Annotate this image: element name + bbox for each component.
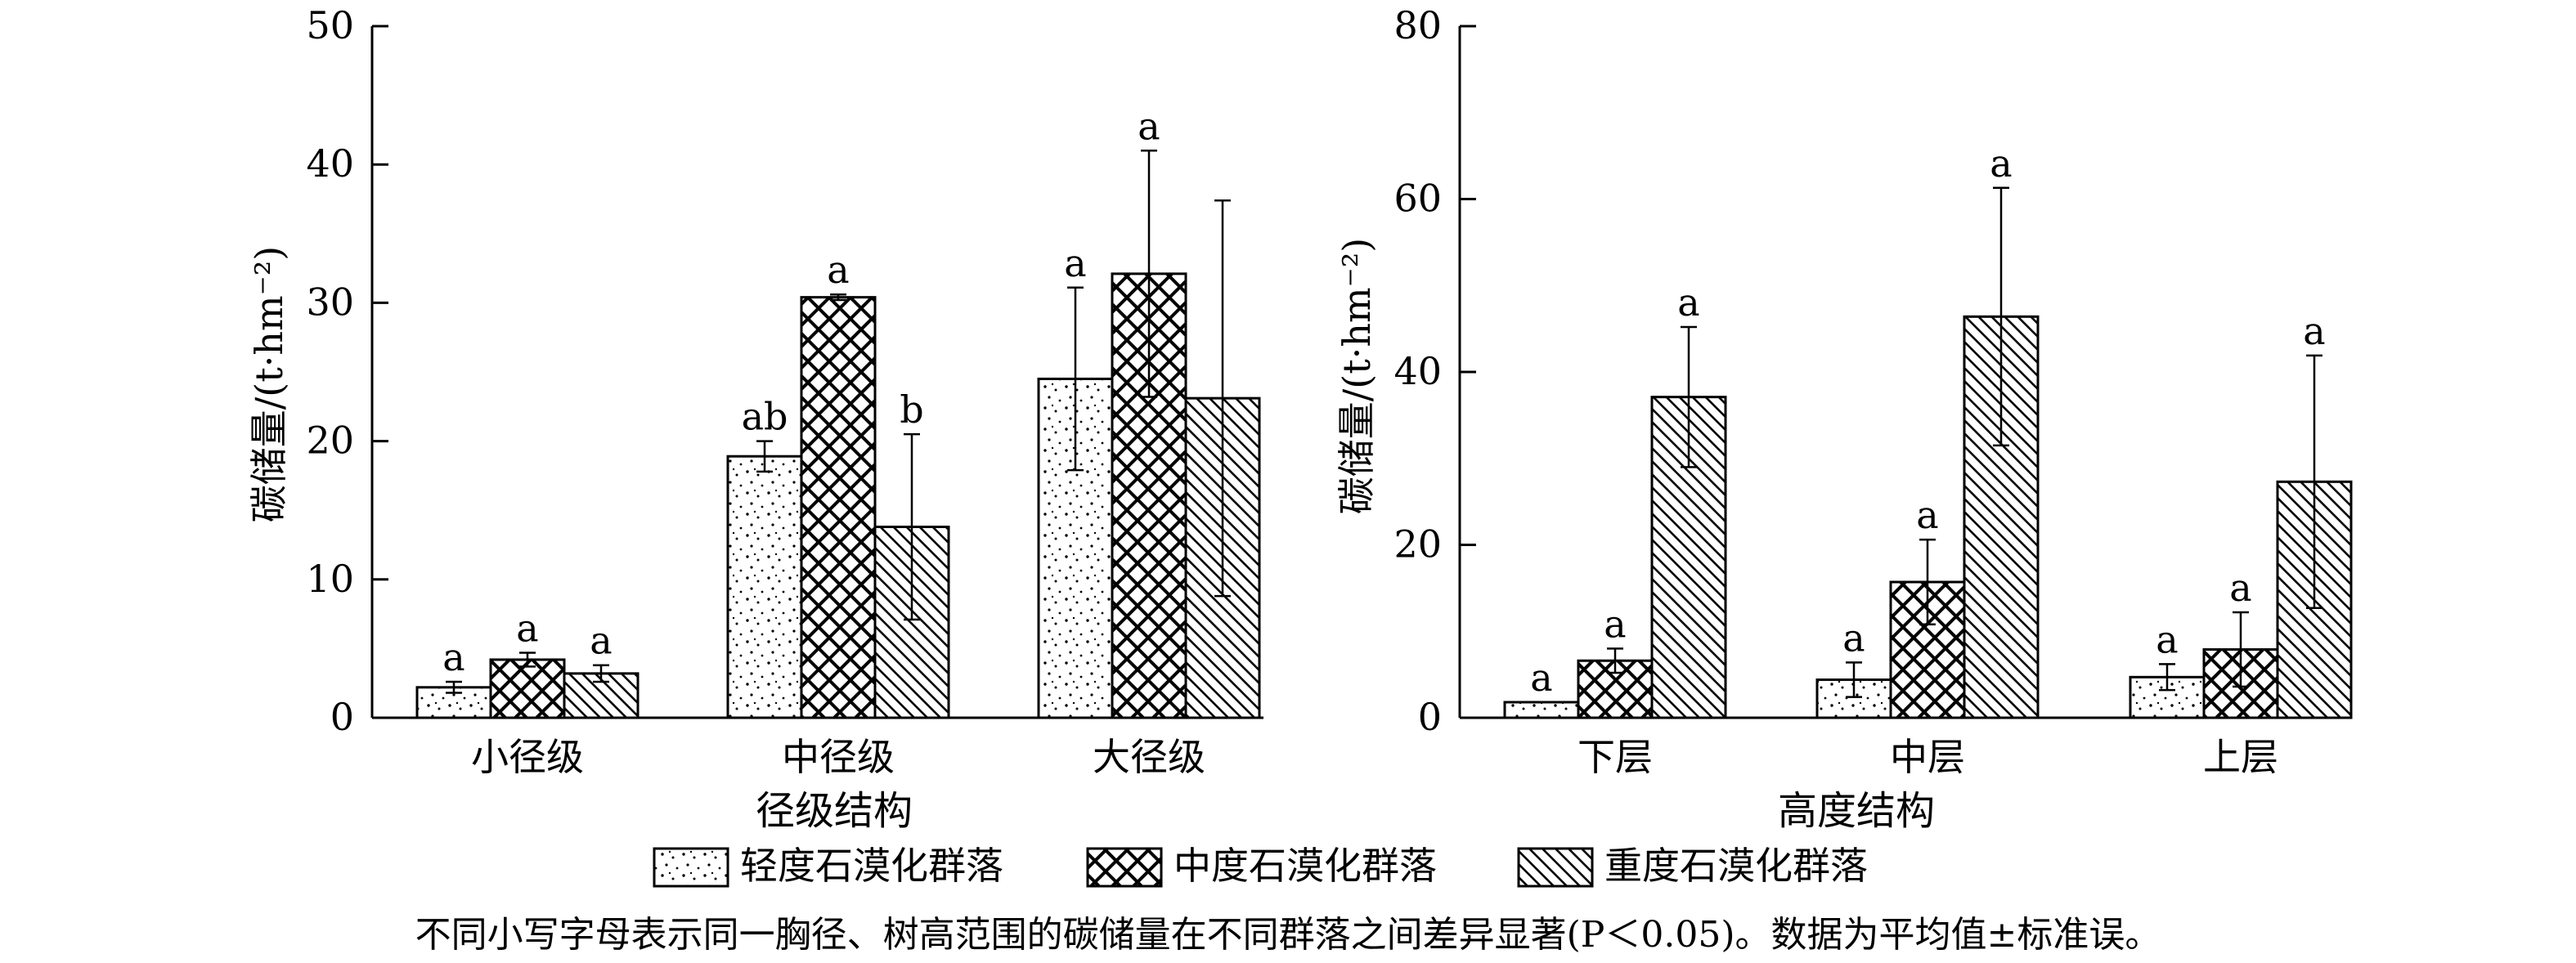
right-category-labels: 下层 中层 上层 xyxy=(1577,735,2278,779)
right-y-axis-label: 碳储量/(t·hm⁻²) xyxy=(1335,238,1379,514)
left-y-ticks: 0 10 20 30 40 50 xyxy=(306,3,388,739)
right-bars: a a a a a a a a a xyxy=(1503,141,2353,719)
left-significance-letter: a xyxy=(1064,241,1086,285)
left-bar xyxy=(726,455,803,719)
left-significance-letter: b xyxy=(900,387,923,432)
right-significance-letter: a xyxy=(2229,566,2251,610)
right-significance-letter: a xyxy=(1916,493,1938,537)
legend-swatch-diagonal xyxy=(1517,847,1594,888)
legend-label-severe: 重度石漠化群落 xyxy=(1604,844,1868,888)
left-significance-letter: a xyxy=(1138,104,1160,148)
left-x-axis-label: 径级结构 xyxy=(756,788,913,834)
left-y-axis-label: 碳储量/(t·hm⁻²) xyxy=(247,246,291,522)
right-y-tick-label: 80 xyxy=(1393,3,1442,47)
right-y-tick-label: 20 xyxy=(1393,522,1442,567)
left-significance-letter: a xyxy=(516,606,538,650)
right-x-axis-label: 高度结构 xyxy=(1778,788,1935,834)
right-significance-letter: a xyxy=(1990,141,2012,186)
left-category-label: 大径级 xyxy=(1093,735,1205,779)
right-significance-letter: a xyxy=(2303,309,2325,353)
legend-label-mild: 轻度石漠化群落 xyxy=(740,844,1003,888)
right-significance-letter: a xyxy=(2156,617,2178,661)
right-category-label: 中层 xyxy=(1890,735,1965,779)
left-category-label: 小径级 xyxy=(471,735,584,779)
left-y-tick-label: 10 xyxy=(306,557,354,601)
chart-right: 0 20 40 60 80 a a a a a a a a a 下层 中层 上层 高度结构 碳储量/(t·h… xyxy=(1335,3,2353,834)
legend: 轻度石漠化群落 中度石漠化群落 重度石漠化群落 xyxy=(653,844,1868,888)
right-significance-letter: a xyxy=(1604,602,1626,646)
left-significance-letter: a xyxy=(590,619,612,663)
right-category-label: 上层 xyxy=(2203,735,2278,779)
left-bar xyxy=(800,296,877,719)
left-significance-letter: a xyxy=(442,635,464,679)
left-significance-letter: a xyxy=(827,248,849,292)
left-y-tick-label: 30 xyxy=(306,280,354,324)
footnote: 不同小写字母表示同一胸径、树高范围的碳储量在不同群落之间差异显著(P＜0.05)… xyxy=(415,914,2161,956)
right-y-tick-label: 60 xyxy=(1393,177,1442,221)
legend-swatch-crosshatch xyxy=(1086,847,1163,888)
right-significance-letter: a xyxy=(1530,656,1552,700)
right-y-tick-label: 0 xyxy=(1418,695,1442,739)
legend-label-moderate: 中度石漠化群落 xyxy=(1174,844,1437,888)
left-y-tick-label: 0 xyxy=(330,695,354,739)
left-category-labels: 小径级 中径级 大径级 xyxy=(471,735,1205,779)
right-significance-letter: a xyxy=(1677,280,1699,325)
left-significance-letter: ab xyxy=(742,395,788,439)
right-bar xyxy=(1503,701,1580,719)
right-category-label: 下层 xyxy=(1577,735,1653,779)
left-category-label: 中径级 xyxy=(782,735,895,779)
left-y-tick-label: 50 xyxy=(306,3,354,47)
left-bar xyxy=(489,658,566,719)
left-y-tick-label: 40 xyxy=(306,141,354,186)
left-y-tick-label: 20 xyxy=(306,419,354,463)
right-y-ticks: 0 20 40 60 80 xyxy=(1393,3,1476,739)
right-y-tick-label: 40 xyxy=(1393,349,1442,393)
right-significance-letter: a xyxy=(1842,616,1865,660)
legend-swatch-dots xyxy=(653,847,729,888)
